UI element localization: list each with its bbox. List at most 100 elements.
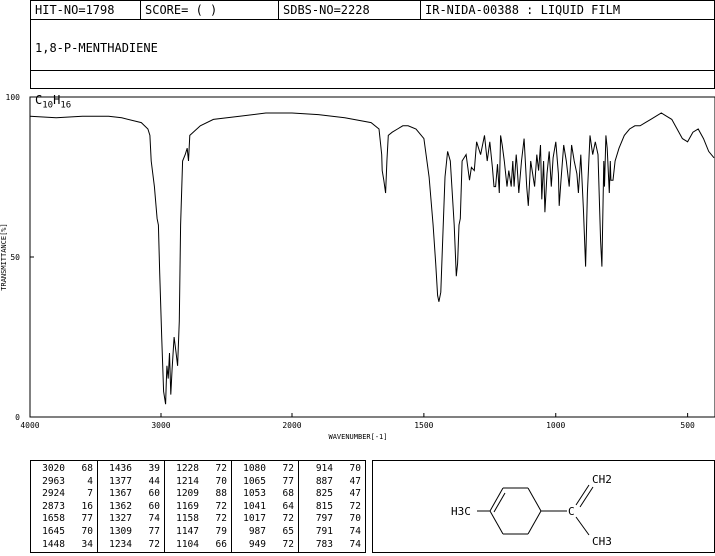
peak-wavenumber: 1234 <box>109 538 132 550</box>
peak-transmittance: 72 <box>349 500 361 512</box>
peak-row: 1367 60 <box>102 488 160 501</box>
peak-row: 815 72 <box>303 501 361 514</box>
peak-wavenumber: 783 <box>315 538 333 550</box>
peak-transmittance: 77 <box>81 513 93 525</box>
peak-transmittance: 44 <box>148 475 160 487</box>
peak-transmittance: 79 <box>215 525 227 537</box>
peak-row: 987 65 <box>236 526 294 539</box>
peak-transmittance: 72 <box>215 513 227 525</box>
peak-wavenumber: 1065 <box>243 475 266 487</box>
peak-wavenumber: 2963 <box>42 475 65 487</box>
label-ch2: CH2 <box>592 473 612 486</box>
peak-wavenumber: 1104 <box>176 538 199 550</box>
x-tick-label: 1500 <box>414 421 433 430</box>
peak-transmittance: 70 <box>81 525 93 537</box>
ir-spectrum-chart: 0 50 100 4000 3000 2000 1500 1000 500 TRANSMITT… <box>0 93 715 441</box>
label-ch3: CH3 <box>592 535 612 548</box>
peak-row: 1658 77 <box>35 513 93 526</box>
peak-transmittance: 88 <box>215 488 227 500</box>
peak-row: 1645 70 <box>35 526 93 539</box>
peak-row: 797 70 <box>303 513 361 526</box>
label-h3c: H3C <box>451 505 471 518</box>
peak-row: 1147 79 <box>169 526 227 539</box>
x-tick-label: 4000 <box>20 421 39 430</box>
peak-row: 1448 34 <box>35 539 93 552</box>
peak-row: 1214 70 <box>169 476 227 489</box>
peak-row: 1053 68 <box>236 488 294 501</box>
peak-transmittance: 72 <box>215 463 227 474</box>
peak-row: 1362 60 <box>102 501 160 514</box>
peak-transmittance: 39 <box>148 463 160 474</box>
peak-wavenumber: 1448 <box>42 538 65 550</box>
peak-wavenumber: 1309 <box>109 525 132 537</box>
peak-transmittance: 64 <box>282 500 294 512</box>
peak-transmittance: 77 <box>148 525 160 537</box>
peak-wavenumber: 914 <box>315 463 333 474</box>
peak-row: 1065 77 <box>236 476 294 489</box>
peak-wavenumber: 1645 <box>42 525 65 537</box>
peak-row: 949 72 <box>236 539 294 552</box>
peak-wavenumber: 791 <box>315 525 333 537</box>
peak-row: 1209 88 <box>169 488 227 501</box>
peak-row: 783 74 <box>303 539 361 552</box>
peak-transmittance: 7 <box>87 488 93 500</box>
x-tick-label: 3000 <box>151 421 170 430</box>
y-axis-label: TRANSMITTANCE[%] <box>0 223 8 290</box>
structure-box: H3C C CH2 CH3 <box>372 460 715 553</box>
peak-transmittance: 72 <box>282 513 294 525</box>
peak-row: 2924 7 <box>35 488 93 501</box>
info-divider <box>31 70 714 71</box>
peak-transmittance: 34 <box>81 538 93 550</box>
peak-row: 1327 74 <box>102 513 160 526</box>
peak-wavenumber: 949 <box>248 538 266 550</box>
peak-transmittance: 47 <box>349 488 361 500</box>
peak-row: 3020 68 <box>35 463 93 476</box>
label-c: C <box>568 505 575 518</box>
peak-transmittance: 70 <box>215 475 227 487</box>
peak-column: 1228 72 1214 70 1209 88 1169 72 1158 72 1147 79 1104… <box>165 461 232 552</box>
peak-wavenumber: 1228 <box>176 463 199 474</box>
peak-transmittance: 47 <box>349 475 361 487</box>
peak-wavenumber: 1080 <box>243 463 266 474</box>
peak-wavenumber: 1214 <box>176 475 199 487</box>
peak-row: 2873 16 <box>35 501 93 514</box>
header-bar: HIT-NO=1798 SCORE= ( ) SDBS-NO=2228 IR-N… <box>30 0 715 20</box>
y-tick-label: 0 <box>15 413 20 422</box>
x-tick-label: 500 <box>680 421 695 430</box>
peak-row: 1228 72 <box>169 463 227 476</box>
peak-row: 1234 72 <box>102 539 160 552</box>
peak-wavenumber: 1169 <box>176 500 199 512</box>
peak-column: 1436 39 1377 44 1367 60 1362 60 1327 74 1309 77 1234… <box>98 461 165 552</box>
peak-transmittance: 60 <box>148 488 160 500</box>
x-axis-label: WAVENUMBER[-1] <box>328 433 387 441</box>
peak-wavenumber: 1041 <box>243 500 266 512</box>
spectrum-line <box>29 112 715 405</box>
peak-wavenumber: 3020 <box>42 463 65 474</box>
peak-wavenumber: 1053 <box>243 488 266 500</box>
peak-column: 1080 72 1065 77 1053 68 1041 64 1017 72 987 65 949 72 <box>232 461 299 552</box>
molecular-formula: C10H16 <box>35 93 72 111</box>
compound-info-box: 1,8-P-MENTHADIENE C10H16 <box>30 19 715 110</box>
peak-row: 1104 66 <box>169 539 227 552</box>
peak-row: 1377 44 <box>102 476 160 489</box>
peak-transmittance: 72 <box>215 500 227 512</box>
peak-transmittance: 4 <box>87 475 93 487</box>
x-tick-label: 1000 <box>546 421 565 430</box>
ir-info: IR-NIDA-00388 : LIQUID FILM <box>425 3 621 17</box>
peak-transmittance: 65 <box>282 525 294 537</box>
peak-transmittance: 60 <box>148 500 160 512</box>
peak-row: 825 47 <box>303 488 361 501</box>
peak-transmittance: 72 <box>148 538 160 550</box>
peak-row: 2963 4 <box>35 476 93 489</box>
peak-table: 3020 68 2963 4 2924 7 2873 16 1658 77 1645 70 1448 34… <box>30 460 366 553</box>
peak-row: 1169 72 <box>169 501 227 514</box>
peak-transmittance: 72 <box>282 538 294 550</box>
peak-wavenumber: 1327 <box>109 513 132 525</box>
peak-wavenumber: 1158 <box>176 513 199 525</box>
hit-number: HIT-NO=1798 <box>31 1 141 20</box>
x-tick-label: 2000 <box>282 421 301 430</box>
peak-wavenumber: 2873 <box>42 500 65 512</box>
peak-wavenumber: 2924 <box>42 488 65 500</box>
peak-transmittance: 74 <box>148 513 160 525</box>
peak-transmittance: 16 <box>81 500 93 512</box>
